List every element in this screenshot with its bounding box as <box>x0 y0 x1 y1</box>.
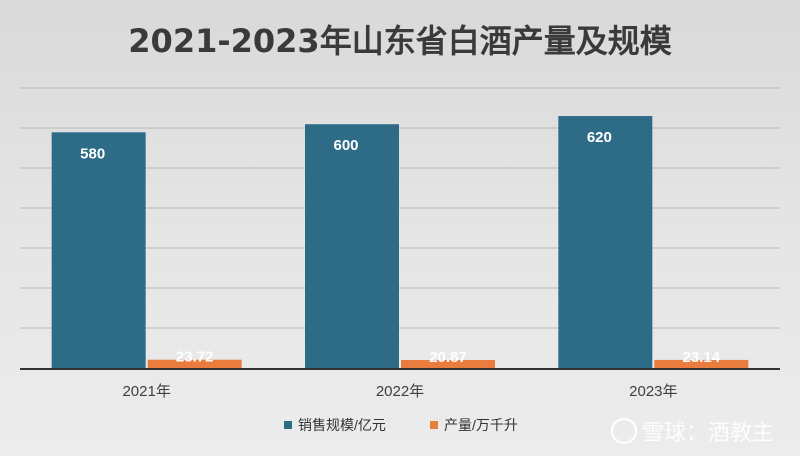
bar-sales-2 <box>305 124 399 368</box>
legend-swatch-1 <box>284 421 292 429</box>
x-tick-labels: 2021年 2022年 2023年 <box>122 383 677 400</box>
gridlines <box>20 87 780 329</box>
bar-output-1 <box>147 359 242 368</box>
data-labels: 580 23.72 600 20.87 620 23.14 <box>80 129 721 366</box>
data-label-sales-2: 600 <box>333 137 358 154</box>
bar-sales-1 <box>51 132 146 368</box>
snowball-logo-icon <box>610 417 638 445</box>
bar-output-2 <box>401 360 495 368</box>
legend: 销售规模/亿元 产量/万千升 <box>284 417 518 433</box>
watermark-text: 雪球：酒教主 <box>642 420 774 445</box>
chart-title: 2021-2023年山东省白酒产量及规模 <box>128 22 671 60</box>
x-tick-label-3: 2023年 <box>629 383 677 400</box>
bar-sales-3 <box>558 116 653 368</box>
x-tick-label-2: 2022年 <box>376 383 424 400</box>
data-label-sales-1: 580 <box>80 145 105 162</box>
data-label-output-3: 23.14 <box>683 349 721 366</box>
data-label-sales-3: 620 <box>587 129 612 146</box>
legend-label-2: 产量/万千升 <box>444 417 518 433</box>
data-label-output-2: 20.87 <box>429 349 467 366</box>
legend-label-1: 销售规模/亿元 <box>298 417 386 433</box>
x-tick-label-1: 2021年 <box>122 383 170 400</box>
bars <box>51 116 749 368</box>
watermark: 雪球：酒教主 <box>610 417 774 445</box>
legend-swatch-2 <box>430 421 438 429</box>
bar-output-3 <box>654 359 749 368</box>
data-label-output-1: 23.72 <box>176 349 214 366</box>
